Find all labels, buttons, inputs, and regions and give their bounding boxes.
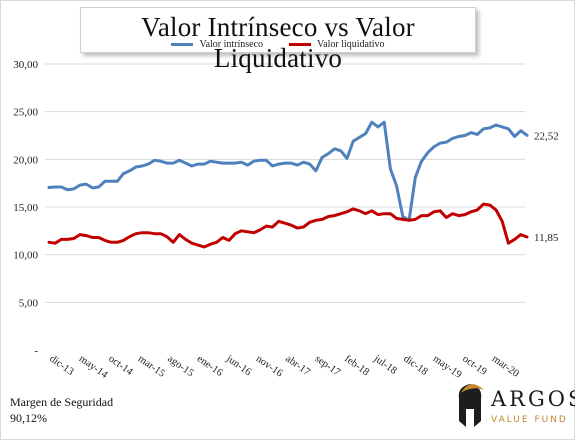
y-tick-label: 5,00 [19, 297, 39, 309]
logo-subtitle: VALUE FUND [491, 415, 568, 425]
y-tick-label: 15,00 [13, 202, 38, 214]
end-value-label-1: 11,85 [534, 232, 559, 244]
y-tick-label: 10,00 [13, 250, 38, 262]
x-tick-label: feb-18 [342, 353, 371, 378]
legend-swatch-liquidativo [289, 43, 312, 46]
x-tick-label: nov-16 [254, 353, 285, 379]
legend-entry-intrinseco: Valor intrínseco [171, 39, 263, 50]
x-tick-label: jun-16 [223, 353, 253, 378]
series-line-1 [47, 202, 529, 249]
margin-value: 90,12% [10, 411, 47, 425]
x-tick-label: mar-15 [136, 353, 167, 379]
y-tick-label: 30,00 [13, 59, 38, 71]
x-tick-label: oct-19 [460, 353, 488, 377]
y-tick-label: - [34, 345, 38, 357]
spartan-helmet-icon [458, 384, 484, 427]
argos-logo: ARGOS VALUE FUND [451, 381, 575, 437]
grid-lines [45, 63, 525, 303]
x-tick-label: ago-15 [165, 353, 195, 379]
y-tick-label: 20,00 [13, 154, 38, 166]
end-value-label-0: 22,52 [534, 130, 559, 142]
legend-label-liquidativo: Valor liquidativo [317, 39, 385, 50]
x-tick-label: ene-16 [195, 353, 225, 378]
x-tick-label: dic-13 [47, 353, 75, 377]
end-labels: 22,52 11,85 [534, 130, 559, 244]
x-tick-label: oct-14 [106, 353, 135, 378]
chart-header: Valor Intrínseco vs Valor Liquidativo Va… [80, 7, 476, 73]
x-tick-label: may-14 [77, 353, 110, 381]
legend-label-intrinseco: Valor intrínseco [199, 39, 264, 50]
logo-word: ARGOS [491, 387, 575, 411]
chart-legend: Valor intrínseco Valor liquidativo [81, 39, 475, 50]
y-tick-label: 25,00 [13, 107, 38, 119]
x-tick-label: may-19 [431, 353, 464, 380]
chart-title: Valor Intrínseco vs Valor Liquidativo [141, 12, 415, 73]
series-lines [47, 120, 529, 249]
x-tick-label: jul-18 [371, 353, 399, 377]
x-tick-label: abr-17 [283, 353, 312, 378]
legend-entry-liquidativo: Valor liquidativo [289, 39, 385, 50]
margin-label: Margen de Seguridad [10, 395, 114, 409]
series-line-0 [47, 120, 529, 222]
x-tick-label: mar-20 [490, 353, 521, 379]
x-tick-label: sep-17 [313, 353, 342, 378]
legend-swatch-intrinseco [171, 43, 194, 46]
x-tick-label: dic-18 [401, 353, 429, 377]
